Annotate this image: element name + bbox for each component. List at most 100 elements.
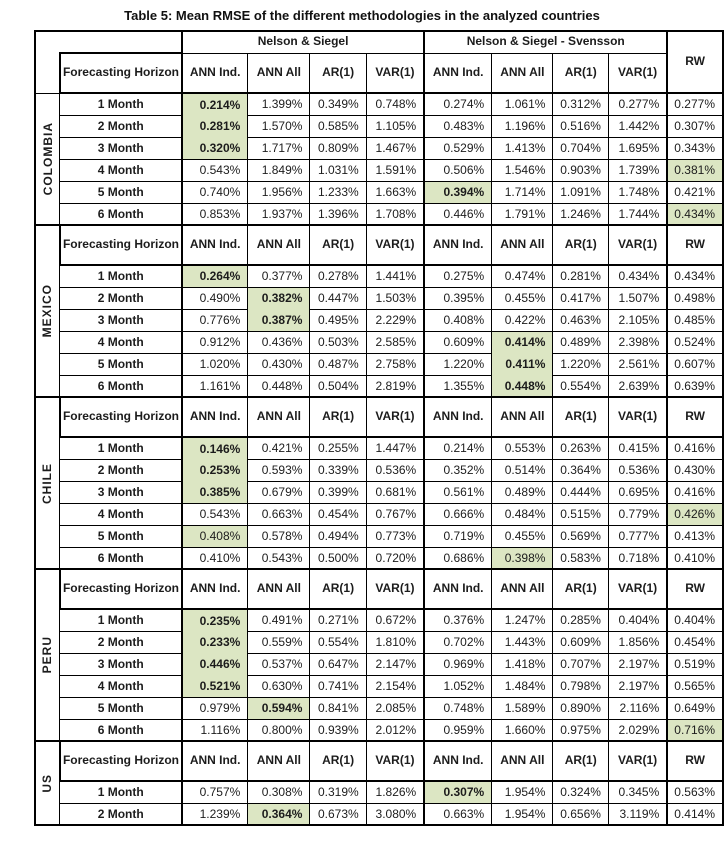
value-cell: 0.554% <box>552 374 609 398</box>
value-cell: 0.702% <box>423 630 493 654</box>
table-row: 5 Month 0.740% 1.956% 1.233% 1.663% 0.394% 1.7… <box>35 180 724 204</box>
column-header-row: Forecasting Horizon ANN Ind. ANN All AR(1) V… <box>34 52 723 94</box>
value-cell: 1.031% <box>309 158 367 182</box>
value-cell: 0.410% <box>180 546 249 570</box>
value-cell: 0.263% <box>552 436 609 460</box>
column-header: AR(1) <box>552 224 609 266</box>
value-cell: 0.975% <box>552 718 609 742</box>
value-cell: 0.489% <box>552 330 609 354</box>
value-cell: 0.489% <box>491 480 554 504</box>
value-cell: 0.681% <box>365 480 425 504</box>
value-cell: 0.448% <box>491 375 554 398</box>
column-header: ANN Ind. <box>423 396 493 438</box>
value-cell: 0.404% <box>607 608 668 632</box>
value-cell: 0.565% <box>666 674 724 698</box>
value-cell: 2.147% <box>365 652 425 676</box>
value-cell: 1.233% <box>309 180 367 204</box>
value-cell: 0.516% <box>552 114 609 138</box>
value-cell: 2.197% <box>607 674 668 698</box>
horizon-header: Forecasting Horizon <box>58 396 183 438</box>
value-cell: 1.105% <box>365 114 425 138</box>
column-header: ANN All <box>491 224 554 266</box>
value-cell: 1.239% <box>180 802 249 826</box>
country-label: MEXICO <box>34 224 61 398</box>
value-cell: 0.767% <box>365 502 425 526</box>
value-cell: 0.417% <box>552 286 609 310</box>
value-cell: 0.352% <box>423 458 493 482</box>
table-row: 2 Month 0.233% 0.559% 0.554% 1.810% 0.702% 1.4… <box>35 630 724 654</box>
table-row: 1 Month 0.146% 0.421% 0.255% 1.447% 0.214% 0.5… <box>35 436 724 460</box>
value-cell: 0.719% <box>423 524 493 548</box>
value-cell: 0.776% <box>180 308 249 332</box>
value-cell: 1.507% <box>607 286 668 310</box>
page-title: Table 5: Mean RMSE of the different meth… <box>124 8 600 23</box>
value-cell: 0.455% <box>491 524 554 548</box>
value-cell: 0.506% <box>423 158 493 182</box>
value-cell: 0.536% <box>607 458 668 482</box>
value-cell: 0.414% <box>666 802 724 826</box>
value-cell: 1.956% <box>247 180 311 204</box>
value-cell: 1.503% <box>365 286 425 310</box>
value-cell: 0.647% <box>309 652 367 676</box>
table-row: 6 Month 0.410% 0.543% 0.500% 0.720% 0.686% 0.3… <box>35 546 724 570</box>
value-cell: 0.979% <box>180 696 249 720</box>
table-row: 5 Month 0.408% 0.578% 0.494% 0.773% 0.719% 0.4… <box>35 524 724 548</box>
column-header: VAR(1) <box>607 396 668 438</box>
horizon-cell: 3 Month <box>59 308 183 332</box>
horizon-cell: 1 Month <box>59 436 183 460</box>
value-cell: 0.454% <box>309 502 367 526</box>
value-cell: 0.536% <box>365 458 425 482</box>
value-cell: 0.343% <box>666 136 724 160</box>
column-header: ANN All <box>491 396 554 438</box>
country-label-text: PERU <box>40 636 55 674</box>
value-cell: 1.739% <box>607 158 668 182</box>
value-cell: 0.841% <box>309 696 367 720</box>
value-cell: 0.446% <box>423 202 493 226</box>
column-header: ANN Ind. <box>423 52 493 94</box>
value-cell: 1.708% <box>365 202 425 226</box>
value-cell: 0.285% <box>552 608 609 632</box>
value-cell: 1.220% <box>423 352 493 376</box>
value-cell: 1.717% <box>247 136 311 160</box>
value-cell: 1.937% <box>247 202 311 226</box>
value-cell: 0.349% <box>309 92 367 116</box>
table-row: 2 Month 0.490% 0.382% 0.447% 1.503% 0.395% 0.4… <box>35 286 724 310</box>
block-header-row: US Forecasting Horizon ANN Ind. ANN All AR(1… <box>34 740 724 826</box>
value-cell: 0.673% <box>309 802 367 826</box>
value-cell: 1.695% <box>607 136 668 160</box>
value-cell: 0.663% <box>247 502 311 526</box>
value-cell: 0.233% <box>180 631 249 654</box>
table-row: 4 Month 0.543% 0.663% 0.454% 0.767% 0.666% 0.4… <box>35 502 724 526</box>
value-cell: 1.484% <box>491 674 554 698</box>
value-cell: 0.609% <box>552 630 609 654</box>
table-row: 3 Month 0.776% 0.387% 0.495% 2.229% 0.408% 0.4… <box>35 308 724 332</box>
value-cell: 0.563% <box>666 780 724 804</box>
value-cell: 0.253% <box>180 459 249 482</box>
rw-group-header: RW <box>666 30 724 94</box>
horizon-cell: 4 Month <box>59 158 183 182</box>
value-cell: 0.275% <box>423 264 493 288</box>
value-cell: 0.422% <box>491 308 554 332</box>
value-cell: 0.485% <box>666 308 724 332</box>
value-cell: 1.246% <box>552 202 609 226</box>
value-cell: 0.455% <box>491 286 554 310</box>
value-cell: 0.381% <box>666 158 724 182</box>
value-cell: 0.382% <box>247 286 311 310</box>
value-cell: 0.308% <box>247 780 311 804</box>
value-cell: 1.791% <box>491 202 554 226</box>
value-cell: 0.364% <box>552 458 609 482</box>
value-cell: 0.559% <box>247 630 311 654</box>
column-header: VAR(1) <box>365 52 425 94</box>
horizon-cell: 1 Month <box>59 780 183 804</box>
value-cell: 0.514% <box>491 458 554 482</box>
value-cell: 0.853% <box>180 202 249 226</box>
value-cell: 0.447% <box>309 286 367 310</box>
value-cell: 0.686% <box>423 546 493 570</box>
value-cell: 1.447% <box>365 436 425 460</box>
table-row: 4 Month 0.912% 0.436% 0.503% 2.585% 0.609% 0.4… <box>35 330 724 354</box>
value-cell: 0.414% <box>491 330 554 354</box>
column-header: VAR(1) <box>607 52 668 94</box>
value-cell: 2.116% <box>607 696 668 720</box>
column-header: AR(1) <box>552 52 609 94</box>
table-row: 5 Month 0.979% 0.594% 0.841% 2.085% 0.748% 1.5… <box>35 696 724 720</box>
